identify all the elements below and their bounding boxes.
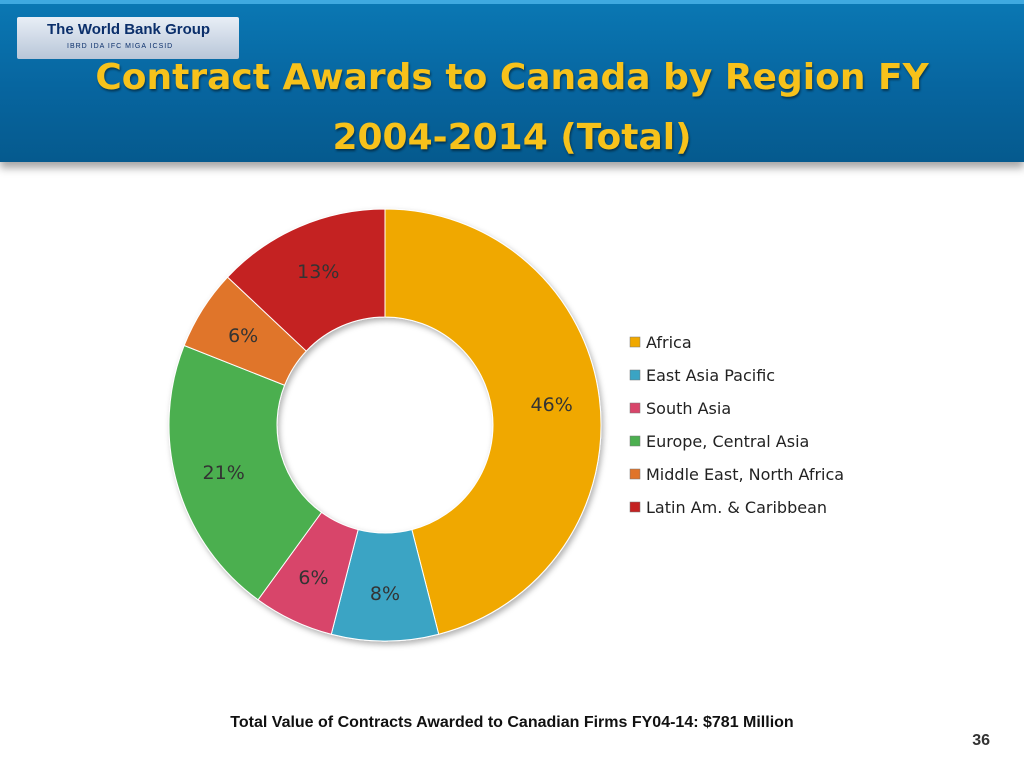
legend-swatch-europe-central-asia xyxy=(629,435,641,447)
slice-label-europe-central-asia: 21% xyxy=(203,462,245,484)
donut-slice-labels: 46% 8% 6% 21% 6% 13% xyxy=(203,261,573,605)
legend-swatch-latin-am-caribbean xyxy=(629,501,641,513)
legend-swatch-south-asia xyxy=(629,402,641,414)
header-highlight-line xyxy=(0,0,1024,4)
slice-latin-am-caribbean xyxy=(226,208,386,352)
slice-label-middle-east-north-africa: 6% xyxy=(228,325,258,347)
legend-label-latin-am-caribbean: Latin Am. & Caribbean xyxy=(646,498,827,517)
legend-swatch-africa xyxy=(629,336,641,348)
chart-legend: Africa East Asia Pacific South Asia Europe,… xyxy=(629,333,844,517)
slice-label-south-asia: 6% xyxy=(298,567,328,589)
slice-label-latin-am-caribbean: 13% xyxy=(297,261,339,283)
legend-label-south-asia: South Asia xyxy=(646,399,731,418)
world-bank-logo: The World Bank Group IBRD IDA IFC MIGA I… xyxy=(17,17,239,59)
slice-label-east-asia-pacific: 8% xyxy=(370,583,400,605)
total-value-note: Total Value of Contracts Awarded to Cana… xyxy=(230,714,794,731)
legend-swatch-middle-east-north-africa xyxy=(629,468,641,480)
slice-africa xyxy=(384,208,602,635)
donut-slices xyxy=(168,208,602,642)
logo-name: The World Bank Group xyxy=(47,21,211,38)
logo-subtitle: IBRD IDA IFC MIGA ICSID xyxy=(67,43,174,50)
slide-title-line-2: 2004-2014 (Total) xyxy=(332,117,692,158)
slice-label-africa: 46% xyxy=(531,394,573,416)
slide-title: Contract Awards to Canada by Region FY 2… xyxy=(0,48,1024,168)
slide-title-line-1: Contract Awards to Canada by Region FY xyxy=(95,57,929,98)
slide-header: The World Bank Group IBRD IDA IFC MIGA I… xyxy=(0,0,1024,162)
legend-label-middle-east-north-africa: Middle East, North Africa xyxy=(646,465,844,484)
page-number: 36 xyxy=(972,732,990,749)
legend-label-europe-central-asia: Europe, Central Asia xyxy=(646,432,809,451)
legend-label-africa: Africa xyxy=(646,333,692,352)
legend-label-east-asia-pacific: East Asia Pacific xyxy=(646,366,775,385)
legend-swatch-east-asia-pacific xyxy=(629,369,641,381)
slice-europe-central-asia xyxy=(168,344,323,601)
